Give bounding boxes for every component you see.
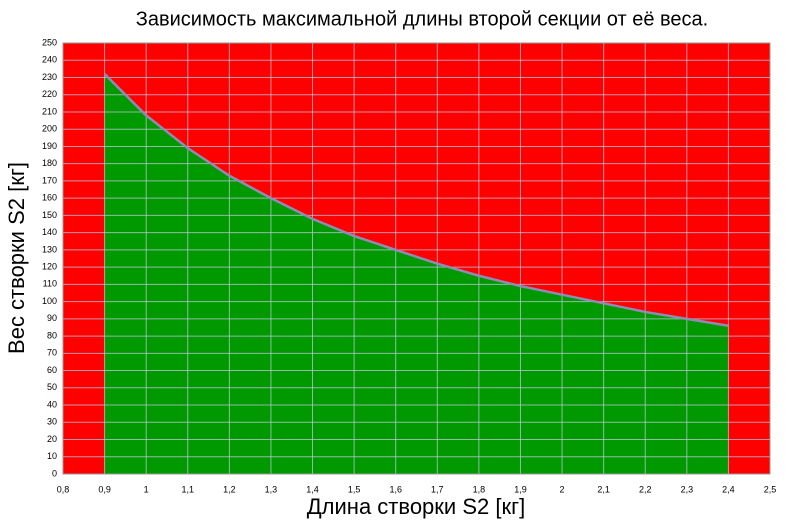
y-tick-label: 60	[47, 365, 57, 375]
area	[104, 74, 729, 475]
x-tick-label: 2,5	[764, 484, 777, 494]
y-tick-label: 250	[42, 37, 57, 47]
y-tick-label: 190	[42, 141, 57, 151]
y-tick-label: 0	[52, 468, 57, 478]
y-tick-label: 80	[47, 330, 57, 340]
y-tick-label: 90	[47, 313, 57, 323]
y-axis-label: Вес створки S2 [кг]	[4, 162, 29, 354]
y-tick-label: 230	[42, 72, 57, 82]
x-axis-label: Длина створки S2 [кг]	[307, 494, 525, 519]
x-tick-label: 1,6	[389, 484, 402, 494]
y-tick-label: 240	[42, 55, 57, 65]
x-tick-label: 1	[144, 484, 149, 494]
x-tick-label: 0,9	[98, 484, 111, 494]
y-tick-label: 140	[42, 227, 57, 237]
y-tick-label: 220	[42, 89, 57, 99]
y-tick-label: 70	[47, 348, 57, 358]
x-tick-label: 1,4	[306, 484, 319, 494]
x-tick-label: 1,5	[348, 484, 361, 494]
y-tick-label: 40	[47, 399, 57, 409]
y-tick-label: 120	[42, 261, 57, 271]
y-tick-label: 30	[47, 417, 57, 427]
y-tick-label: 160	[42, 193, 57, 203]
x-tick-label: 2,4	[722, 484, 735, 494]
chart-title: Зависимость максимальной длины второй се…	[136, 8, 708, 30]
x-tick-label: 1,1	[182, 484, 195, 494]
x-tick-label: 1,3	[265, 484, 278, 494]
y-tick-label: 20	[47, 434, 57, 444]
y-tick-label: 170	[42, 175, 57, 185]
y-tick-label: 200	[42, 124, 57, 134]
y-tick-label: 10	[47, 451, 57, 461]
y-tick-label: 150	[42, 210, 57, 220]
x-tick-label: 2	[560, 484, 565, 494]
x-tick-label: 1,2	[223, 484, 236, 494]
plot-border	[62, 42, 771, 475]
x-tick-label: 2,1	[597, 484, 610, 494]
x-tick-label: 0,8	[57, 484, 70, 494]
y-tick-label: 50	[47, 382, 57, 392]
y-tick-label: 180	[42, 158, 57, 168]
y-tick-label: 210	[42, 106, 57, 116]
x-tick-label: 1,9	[514, 484, 527, 494]
y-tick-label: 130	[42, 244, 57, 254]
y-tick-label: 110	[43, 279, 57, 289]
line	[103, 73, 729, 327]
y-tick-label: 100	[42, 296, 57, 306]
x-tick-label: 2,3	[681, 484, 694, 494]
x-tick-label: 2,2	[639, 484, 652, 494]
x-tick-label: 1,7	[431, 484, 444, 494]
x-tick-label: 1,8	[473, 484, 486, 494]
